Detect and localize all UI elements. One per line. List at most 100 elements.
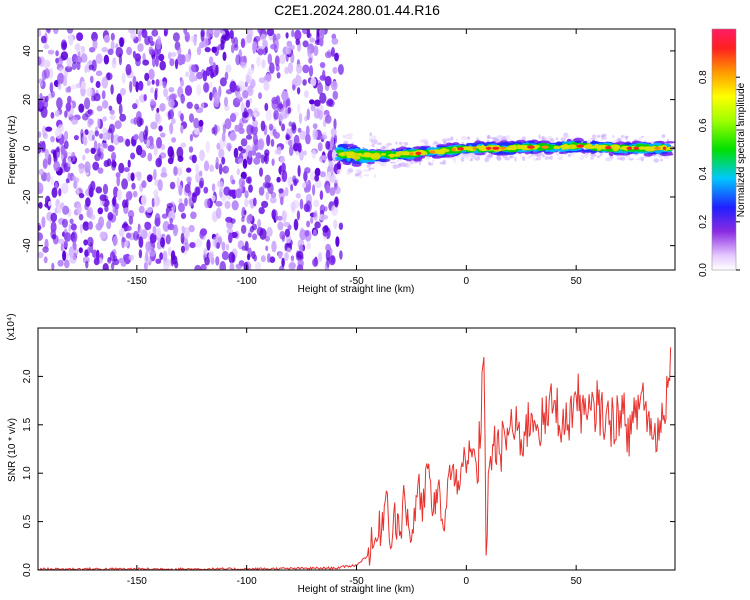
noise-blob bbox=[193, 36, 197, 47]
noise-blob bbox=[63, 130, 69, 141]
signal-halo bbox=[344, 141, 350, 145]
noise-blob bbox=[159, 60, 166, 71]
noise-blob bbox=[156, 137, 162, 149]
noise-blob bbox=[294, 75, 302, 87]
x-tick-label: 0 bbox=[464, 276, 470, 287]
noise-blob bbox=[306, 242, 312, 250]
noise-blob bbox=[60, 144, 66, 155]
noise-blob bbox=[240, 138, 248, 147]
noise-blob bbox=[38, 251, 44, 259]
noise-blob bbox=[313, 210, 318, 221]
noise-blob bbox=[313, 45, 319, 57]
noise-blob bbox=[163, 88, 169, 97]
noise-blob bbox=[132, 75, 137, 88]
noise-blob bbox=[155, 258, 162, 264]
x-tick-label: -100 bbox=[237, 576, 257, 587]
noise-blob bbox=[299, 130, 307, 140]
noise-blob bbox=[161, 166, 167, 175]
noise-blob bbox=[84, 249, 89, 257]
noise-blob bbox=[240, 61, 247, 69]
signal-halo bbox=[594, 154, 597, 157]
signal-halo bbox=[470, 157, 473, 162]
noise-blob bbox=[88, 118, 94, 126]
signal-band bbox=[351, 155, 361, 160]
noise-blob bbox=[225, 166, 229, 172]
signal-band bbox=[347, 152, 354, 157]
noise-blob bbox=[297, 142, 302, 153]
noise-blob bbox=[293, 218, 299, 231]
noise-blob bbox=[257, 218, 261, 228]
noise-blob bbox=[95, 70, 103, 77]
signal-band bbox=[440, 149, 446, 154]
signal-halo bbox=[363, 169, 369, 172]
noise-blob bbox=[153, 189, 159, 198]
noise-blob bbox=[242, 158, 248, 169]
noise-blob bbox=[71, 234, 76, 242]
signal-band bbox=[581, 149, 594, 153]
noise-blob bbox=[229, 29, 234, 40]
noise-blob bbox=[215, 64, 219, 76]
noise-blob bbox=[149, 233, 157, 244]
signal-halo bbox=[579, 156, 585, 160]
noise-blob bbox=[127, 172, 132, 182]
noise-blob bbox=[204, 256, 210, 266]
signal-band bbox=[371, 155, 381, 160]
noise-blob bbox=[47, 29, 51, 34]
noise-blob bbox=[141, 194, 147, 206]
noise-blob bbox=[324, 75, 332, 87]
noise-blob bbox=[236, 168, 240, 176]
noise-blob bbox=[103, 160, 110, 168]
signal-halo bbox=[620, 156, 626, 161]
noise-blob bbox=[252, 233, 258, 241]
noise-blob bbox=[85, 197, 91, 207]
noise-blob bbox=[193, 117, 200, 129]
y-tick-label: -20 bbox=[22, 189, 33, 204]
noise-blob bbox=[165, 261, 172, 268]
noise-blob bbox=[159, 103, 166, 112]
noise-blob bbox=[228, 232, 233, 244]
noise-blob bbox=[165, 234, 171, 245]
noise-blob bbox=[330, 135, 335, 147]
noise-blob bbox=[281, 123, 286, 132]
noise-blob bbox=[149, 40, 155, 47]
noise-blob bbox=[186, 167, 192, 173]
noise-blob bbox=[229, 81, 237, 93]
noise-blob bbox=[118, 257, 124, 264]
noise-blob bbox=[224, 200, 231, 209]
noise-blob bbox=[50, 175, 54, 186]
noise-blob bbox=[284, 243, 288, 251]
noise-blob bbox=[109, 114, 116, 121]
noise-blob bbox=[293, 142, 299, 152]
noise-blob bbox=[188, 146, 194, 153]
signal-halo bbox=[602, 133, 607, 138]
signal-halo bbox=[373, 174, 377, 179]
noise-blob bbox=[178, 184, 183, 196]
noise-blob bbox=[120, 87, 126, 96]
noise-blob bbox=[150, 87, 154, 94]
noise-blob bbox=[118, 103, 123, 116]
noise-blob bbox=[110, 262, 115, 270]
noise-blob bbox=[58, 188, 62, 197]
signal-halo bbox=[596, 155, 601, 158]
noise-blob bbox=[157, 35, 162, 45]
spectrogram-y-label: Frequency (Hz) bbox=[7, 116, 18, 185]
signal-band bbox=[357, 152, 363, 157]
noise-blob bbox=[117, 135, 124, 143]
signal-band bbox=[510, 146, 517, 151]
noise-blob bbox=[180, 142, 187, 148]
noise-blob bbox=[141, 29, 148, 38]
noise-blob bbox=[257, 48, 264, 56]
noise-blob bbox=[85, 260, 89, 269]
noise-blob bbox=[145, 250, 149, 263]
noise-blob bbox=[266, 134, 271, 147]
noise-blob bbox=[92, 161, 100, 171]
noise-blob bbox=[269, 256, 276, 264]
noise-blob bbox=[279, 155, 285, 164]
noise-blob bbox=[264, 235, 270, 242]
noise-blob bbox=[325, 249, 331, 261]
noise-blob bbox=[84, 148, 90, 154]
noise-blob bbox=[125, 63, 132, 76]
noise-blob bbox=[150, 121, 158, 130]
noise-blob bbox=[155, 79, 160, 87]
noise-blob bbox=[126, 46, 132, 56]
